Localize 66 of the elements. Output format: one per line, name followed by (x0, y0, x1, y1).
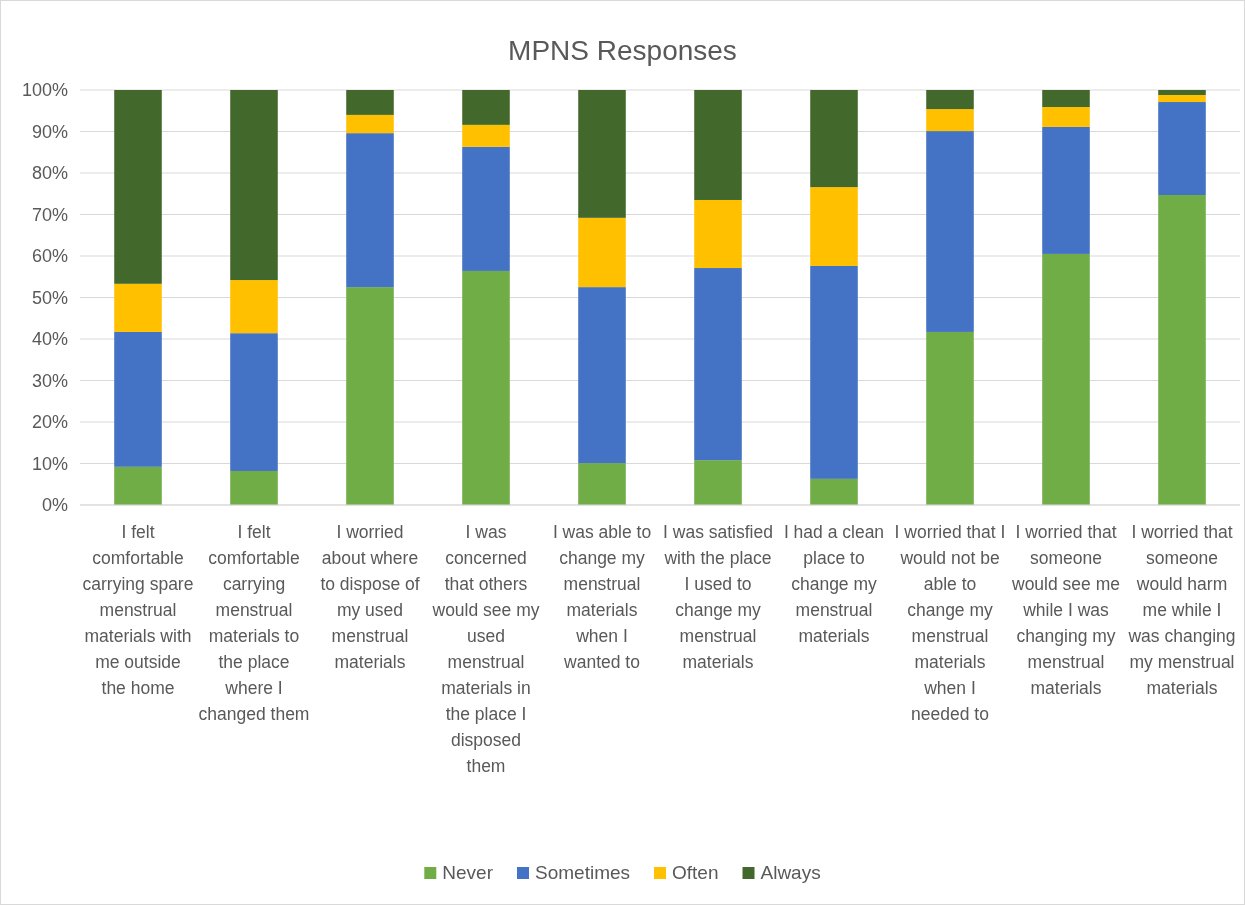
bar (462, 124, 510, 147)
bar (114, 466, 162, 505)
bar (810, 478, 858, 505)
bar (230, 90, 278, 281)
bar (346, 114, 394, 134)
bar (578, 287, 626, 464)
legend-label: Often (672, 862, 719, 883)
bar (578, 463, 626, 505)
x-tick-label: I was satisfied with the place I used to change my menstrual materials (663, 522, 773, 672)
category-label: I was concerned that others would see my used menstrual materials in the place I disposed them (432, 522, 540, 776)
bar (1042, 126, 1090, 254)
x-tick-label: I worried about where to dispose of my used menstrual materials (320, 522, 420, 672)
bar (926, 131, 974, 332)
y-tick-label: 100% (21, 80, 68, 101)
legend-label: Sometimes (534, 862, 631, 883)
y-tick-label: 10% (31, 453, 68, 474)
x-tick-label: I felt comfortable carrying menstrual materials to the place where I changed them (198, 522, 310, 724)
chart-title: MPNS Responses (508, 35, 737, 66)
y-tick-label: 60% (31, 246, 68, 267)
x-tick-label: I was able to change my menstrual materials when I wanted to (552, 522, 652, 672)
legend-label: Never (442, 862, 494, 883)
bar (230, 333, 278, 471)
bar (578, 90, 626, 218)
bar (114, 331, 162, 467)
x-tick-label: I worried that I would not be able to change my menstrual materials when I needed to (894, 522, 1006, 724)
bar (810, 265, 858, 479)
bar (926, 109, 974, 132)
bar (462, 270, 510, 505)
bar (1158, 102, 1206, 195)
bar (926, 90, 974, 110)
bar (694, 268, 742, 461)
legend-label: Always (760, 862, 821, 883)
bar (1158, 94, 1206, 103)
bar (694, 90, 742, 200)
x-tick-label: I worried that someone would see me while I was changing my menstrual materials (1011, 522, 1120, 698)
bar (462, 146, 510, 271)
bar (694, 199, 742, 269)
bar (346, 133, 394, 288)
bar (346, 90, 394, 115)
bar (114, 283, 162, 332)
y-tick-label: 40% (31, 329, 68, 350)
bar (1042, 107, 1090, 127)
y-tick-label: 90% (31, 121, 68, 142)
bar (810, 90, 858, 188)
bar (694, 460, 742, 505)
x-tick-label: I had a clean place to change my menstrual materials (783, 522, 885, 646)
y-tick-label: 0% (41, 495, 68, 516)
y-tick-label: 80% (31, 163, 68, 184)
bar (926, 331, 974, 505)
y-tick-label: 50% (31, 287, 68, 308)
bar (1158, 195, 1206, 505)
bar (114, 90, 162, 284)
y-tick-label: 20% (31, 412, 68, 433)
bar (230, 280, 278, 334)
bar (578, 217, 626, 288)
bar (1042, 90, 1090, 108)
bar (1158, 90, 1206, 95)
y-tick-label: 70% (31, 204, 68, 225)
bar (346, 287, 394, 505)
bar (230, 470, 278, 505)
bar (462, 90, 510, 125)
x-tick-label: I felt comfortable carrying spare menstrual materials with me outside the home (82, 522, 194, 698)
bar (1042, 253, 1090, 505)
bar (810, 187, 858, 266)
x-tick-label: I worried that someone would harm me while I was changing my menstrual materials (1127, 522, 1236, 698)
y-tick-label: 30% (31, 370, 68, 391)
